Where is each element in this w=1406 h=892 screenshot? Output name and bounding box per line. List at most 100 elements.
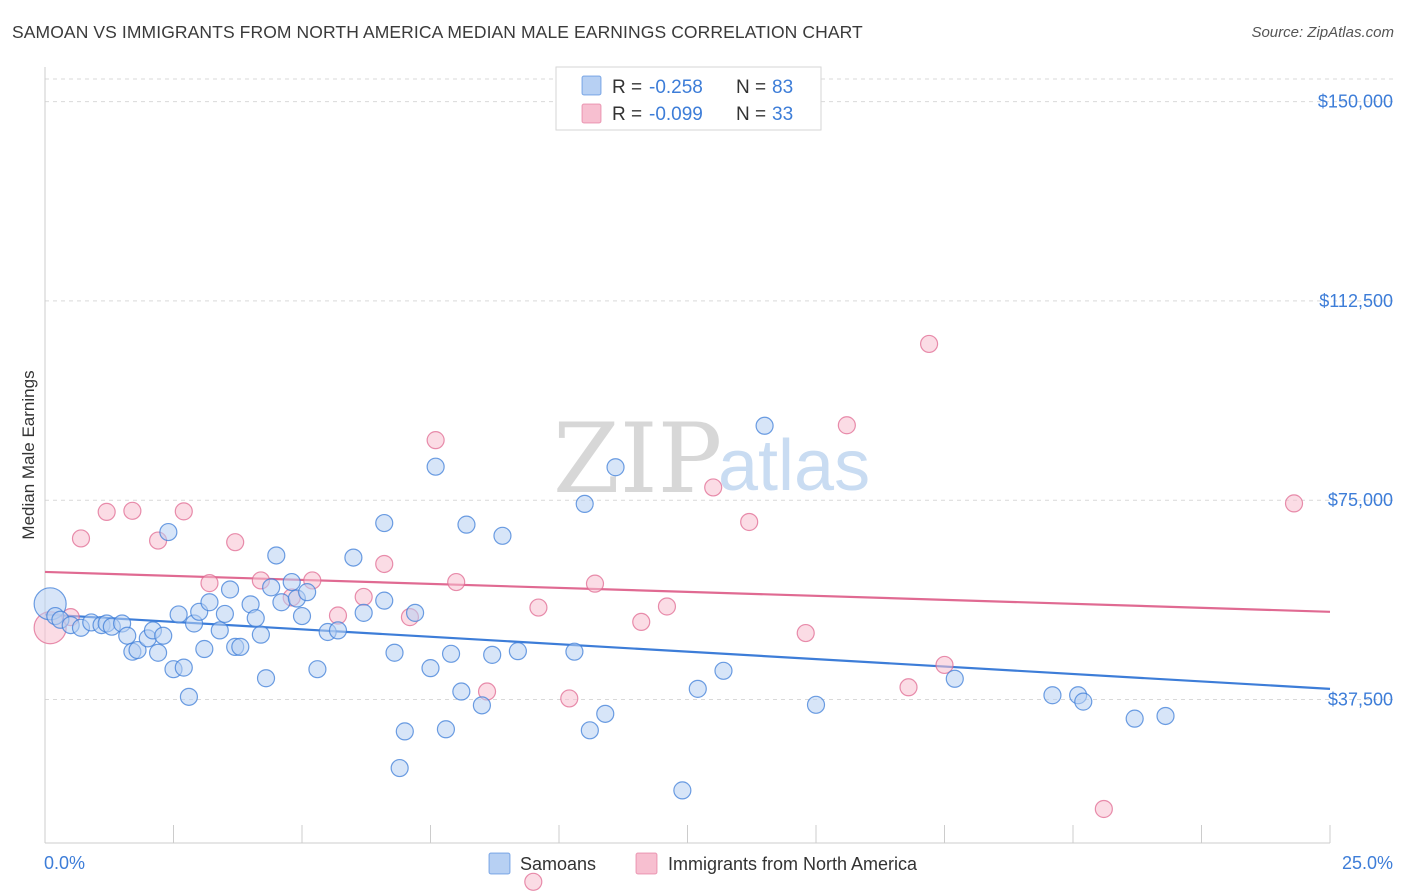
x-tick-labels: 0.0% 25.0%: [44, 853, 1393, 873]
immigrants-point: [123, 501, 142, 520]
samoans-point: [426, 457, 445, 476]
immigrants-point: [174, 502, 193, 521]
samoans-point: [267, 546, 286, 565]
samoans-point: [390, 758, 409, 778]
y-tick-label: $150,000: [1318, 92, 1393, 112]
samoans-point: [688, 679, 707, 698]
samoans-point: [436, 720, 456, 739]
axes: [44, 67, 1331, 844]
y-tick-label: $37,500: [1328, 689, 1393, 709]
y-axis-label: Median Male Earnings: [19, 370, 38, 539]
samoans-point: [806, 695, 826, 714]
samoans-point: [246, 609, 265, 628]
samoans-point: [714, 661, 733, 680]
legend-r-label: R =: [612, 77, 642, 98]
samoans-point: [452, 682, 471, 701]
immigrants-point: [796, 623, 815, 643]
samoans-point: [195, 639, 214, 659]
points: [33, 334, 1304, 891]
x-tick-label: 25.0%: [1342, 853, 1393, 873]
legend-bottom: Samoans Immigrants from North America: [488, 852, 918, 875]
immigrants-point: [632, 612, 651, 632]
samoans-point: [308, 660, 327, 679]
samoans-point: [210, 621, 229, 640]
chart-title: SAMOAN VS IMMIGRANTS FROM NORTH AMERICA …: [12, 22, 863, 42]
legend-n-label: N =: [736, 104, 766, 125]
samoans-point: [1074, 692, 1093, 711]
samoans-point: [231, 637, 250, 656]
immigrants-point: [919, 334, 939, 354]
samoans-point: [298, 583, 317, 602]
samoans-point: [169, 605, 188, 624]
y-tick-labels: $37,500 $75,000 $112,500 $150,000: [1318, 92, 1393, 710]
samoans-point: [148, 643, 168, 662]
immigrants-point: [899, 678, 918, 697]
samoans-point: [256, 669, 276, 688]
samoans-point: [755, 416, 774, 435]
immigrants-point: [740, 512, 759, 532]
samoans-point: [128, 640, 147, 660]
samoans-point: [282, 572, 301, 592]
immigrants-point: [585, 574, 605, 593]
samoans-point: [395, 722, 414, 741]
samoans-point: [580, 721, 599, 740]
samoans-point: [405, 603, 425, 622]
samoans-point: [508, 642, 527, 661]
immigrants-point: [426, 431, 445, 450]
samoans-point: [385, 643, 404, 662]
samoans-point: [606, 458, 625, 477]
samoans-point: [118, 626, 137, 645]
legend-label-immigrants: Immigrants from North America: [668, 854, 918, 874]
chart-source: Source: ZipAtlas.com: [1251, 24, 1394, 41]
legend-r-value: -0.099: [649, 104, 703, 125]
samoans-point: [174, 658, 193, 677]
legend-label-samoans: Samoans: [520, 854, 596, 874]
samoans-point: [1125, 709, 1144, 728]
legend-swatch-samoans: [488, 852, 511, 875]
samoans-point: [945, 669, 964, 688]
immigrants-point: [354, 587, 373, 607]
legend-swatch-immigrants: [635, 852, 658, 875]
immigrants-point: [657, 597, 677, 616]
samoans-point: [1043, 686, 1062, 705]
samoans-point: [421, 659, 440, 678]
legend-top: R = -0.258 N = 83 R = -0.099 N = 33: [555, 66, 822, 131]
immigrants-point: [447, 572, 466, 592]
immigrants-point: [226, 533, 245, 552]
samoans-point: [375, 513, 394, 533]
samoans-point: [220, 580, 240, 599]
immigrants-point: [704, 478, 723, 497]
samoans-point: [251, 625, 270, 644]
immigrants-point: [97, 502, 116, 521]
samoans-point: [154, 626, 173, 645]
immigrants-point: [529, 598, 548, 617]
samoans-point: [493, 526, 512, 545]
watermark-atlas: atlas: [718, 426, 870, 506]
samoans-point: [483, 645, 502, 664]
watermark: ZIP atlas: [553, 403, 870, 515]
samoans-point: [565, 642, 584, 661]
samoans-point: [472, 696, 491, 715]
legend-swatch-blue: [581, 75, 602, 96]
samoans-point: [575, 494, 594, 514]
samoans-point: [1156, 706, 1175, 726]
immigrants-point: [1094, 799, 1113, 819]
samoans-point: [673, 781, 692, 800]
immigrants-point: [71, 529, 91, 548]
immigrants-point: [200, 574, 219, 593]
legend-r-value: -0.258: [649, 77, 703, 98]
x-tick-label: 0.0%: [44, 853, 85, 873]
immigrants-point: [524, 872, 543, 891]
immigrants-point: [935, 655, 954, 675]
legend-n-label: N =: [736, 77, 766, 98]
y-tick-label: $112,500: [1319, 291, 1393, 311]
samoans-point: [596, 704, 615, 723]
immigrants-point: [560, 689, 579, 708]
samoans-point: [457, 515, 476, 534]
samoans-point: [344, 548, 363, 567]
samoans-point: [262, 578, 281, 597]
immigrants-point: [375, 554, 394, 574]
samoans-point: [215, 604, 234, 624]
legend-swatch-pink: [581, 103, 602, 124]
